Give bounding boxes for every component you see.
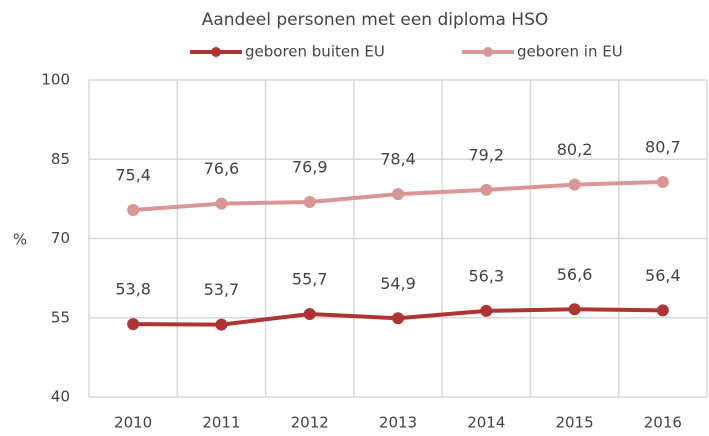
point: [656, 304, 669, 317]
point: [215, 197, 228, 210]
data-label: 78,4: [380, 150, 416, 169]
y-tick-label: 100: [41, 71, 70, 89]
legend-marker: [211, 47, 221, 57]
x-tick-label: 2015: [555, 414, 593, 432]
point: [215, 318, 228, 331]
data-label: 53,8: [115, 280, 151, 299]
point: [392, 312, 404, 325]
y-tick-label: 85: [51, 150, 70, 168]
y-axis-label: %: [13, 231, 27, 249]
point: [303, 308, 316, 321]
point: [480, 183, 493, 196]
chart-title: Aandeel personen met een diploma HSO: [202, 10, 549, 30]
y-tick-label: 55: [51, 308, 70, 326]
data-label: 76,6: [204, 159, 240, 178]
data-label: 75,4: [115, 165, 151, 184]
point: [303, 196, 316, 209]
legend-marker: [483, 47, 493, 57]
x-tick-label: 2011: [202, 414, 240, 432]
point: [568, 178, 581, 191]
x-tick-label: 2016: [644, 414, 682, 432]
data-label: 56,4: [645, 266, 681, 285]
x-tick-label: 2010: [114, 414, 152, 432]
data-label: 55,7: [292, 270, 328, 289]
point: [480, 304, 493, 317]
data-label: 80,2: [557, 140, 593, 159]
point: [127, 203, 140, 216]
point: [568, 303, 581, 316]
x-tick-label: 2014: [467, 414, 505, 432]
x-tick-label: 2012: [291, 414, 329, 432]
y-tick-label: 70: [51, 229, 70, 247]
point: [656, 175, 669, 188]
data-label: 76,9: [292, 158, 328, 177]
legend-label: geboren in EU: [517, 43, 623, 61]
data-label: 54,9: [380, 274, 416, 293]
legend-label: geboren buiten EU: [245, 43, 385, 61]
y-tick-label: 40: [51, 388, 70, 406]
point: [127, 318, 140, 331]
data-label: 53,7: [204, 280, 240, 299]
data-label: 79,2: [468, 145, 504, 164]
data-label: 56,6: [557, 265, 593, 284]
data-label: 56,3: [468, 266, 504, 285]
point: [392, 188, 404, 201]
data-label: 80,7: [645, 137, 681, 156]
x-tick-label: 2013: [379, 414, 417, 432]
